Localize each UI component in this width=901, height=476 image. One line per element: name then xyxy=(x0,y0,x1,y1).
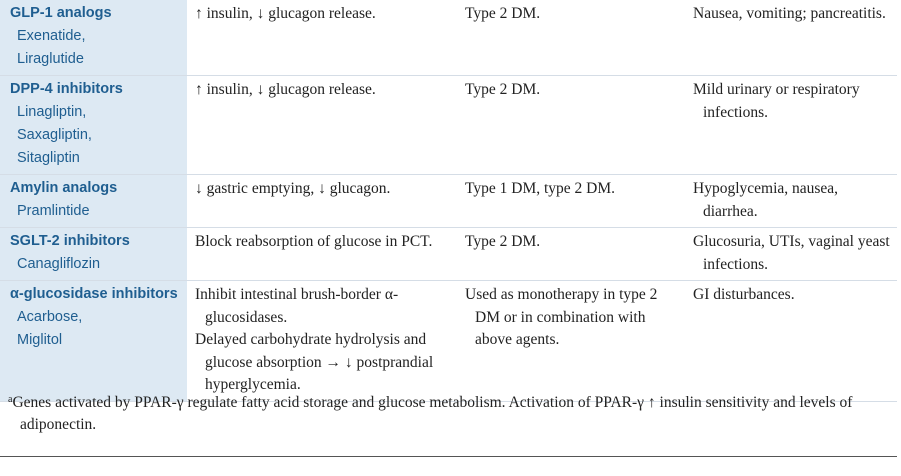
drug-class-name: Amylin analogs xyxy=(10,180,118,196)
toxicity-cell: Glucosuria, UTIs, vaginal yeast infectio… xyxy=(685,227,897,281)
diabetes-drugs-table: GLP-1 analogs Exenatide, Liraglutide ↑ i… xyxy=(0,0,897,402)
drug-class-name: DPP-4 inhibitors xyxy=(10,81,123,97)
footnote: aGenes activated by PPAR-γ regulate fatt… xyxy=(8,389,901,436)
toxicity-text: GI disturbances. xyxy=(693,286,795,303)
toxicity-text: Glucosuria, UTIs, vaginal yeast infectio… xyxy=(693,233,890,273)
toxicity-text: Hypoglycemia, nausea, diarrhea. xyxy=(693,180,839,220)
drug-class-cell: Amylin analogs Pramlintide xyxy=(0,174,187,228)
drug-example: Acarbose, xyxy=(17,309,83,325)
mechanism-cell: ↓ gastric emptying, ↓ glucagon. xyxy=(187,174,457,228)
clinical-use-cell: Used as monotherapy in type 2 DM or in c… xyxy=(457,280,685,402)
clinical-use-cell: Type 1 DM, type 2 DM. xyxy=(457,174,685,228)
mechanism-text: Block reabsorption of glucose in PCT. xyxy=(195,233,433,250)
toxicity-text: Nausea, vomiting; pancreatitis. xyxy=(693,5,886,22)
footnote-text: Genes activated by PPAR-γ regulate fatty… xyxy=(12,394,853,433)
toxicity-cell: GI disturbances. xyxy=(685,280,897,402)
mechanism-text: ↑ insulin, ↓ glucagon release. xyxy=(195,81,376,98)
toxicity-text: Mild urinary or respiratory infections. xyxy=(693,81,860,121)
drug-class-cell: DPP-4 inhibitors Linagliptin, Saxaglipti… xyxy=(0,75,187,175)
mechanism-cell: ↑ insulin, ↓ glucagon release. xyxy=(187,0,457,76)
drug-example: Pramlintide xyxy=(17,203,90,219)
drug-example: Sitagliptin xyxy=(17,150,80,166)
toxicity-cell: Mild urinary or respiratory infections. xyxy=(685,75,897,175)
bottom-divider xyxy=(0,456,897,457)
mechanism-text: ↓ gastric emptying, ↓ glucagon. xyxy=(195,180,391,197)
drug-class-name: α-glucosidase inhibitors xyxy=(10,286,178,302)
drug-example: Linagliptin, xyxy=(17,104,87,120)
footnote-marker: a xyxy=(8,394,13,405)
clinical-use-cell: Type 2 DM. xyxy=(457,0,685,76)
table-row: SGLT-2 inhibitors Canagliflozin Block re… xyxy=(0,227,897,281)
drug-class-name: GLP-1 analogs xyxy=(10,5,112,21)
table-row: DPP-4 inhibitors Linagliptin, Saxaglipti… xyxy=(0,75,897,175)
clinical-use-cell: Type 2 DM. xyxy=(457,75,685,175)
clinical-use-text: Type 2 DM. xyxy=(465,233,541,250)
mechanism-cell: ↑ insulin, ↓ glucagon release. xyxy=(187,75,457,175)
table-row: α-glucosidase inhibitors Acarbose, Migli… xyxy=(0,280,897,402)
mechanism-text: Inhibit intestinal brush-border α-glucos… xyxy=(195,286,399,326)
table-row: Amylin analogs Pramlintide ↓ gastric emp… xyxy=(0,174,897,228)
drug-class-cell: SGLT-2 inhibitors Canagliflozin xyxy=(0,227,187,281)
toxicity-cell: Nausea, vomiting; pancreatitis. xyxy=(685,0,897,76)
drug-class-cell: α-glucosidase inhibitors Acarbose, Migli… xyxy=(0,280,187,402)
drug-class-cell: GLP-1 analogs Exenatide, Liraglutide xyxy=(0,0,187,76)
mechanism-text: Delayed carbohydrate hydrolysis and gluc… xyxy=(195,331,434,393)
drug-example: Miglitol xyxy=(17,332,63,348)
table-row: GLP-1 analogs Exenatide, Liraglutide ↑ i… xyxy=(0,0,897,76)
clinical-use-text: Type 2 DM. xyxy=(465,5,541,22)
toxicity-cell: Hypoglycemia, nausea, diarrhea. xyxy=(685,174,897,228)
clinical-use-text: Type 1 DM, type 2 DM. xyxy=(465,180,616,197)
drug-example: Canagliflozin xyxy=(17,256,101,272)
mechanism-text: ↑ insulin, ↓ glucagon release. xyxy=(195,5,376,22)
mechanism-cell: Block reabsorption of glucose in PCT. xyxy=(187,227,457,281)
drug-example: Saxagliptin, xyxy=(17,127,92,143)
clinical-use-text: Used as monotherapy in type 2 DM or in c… xyxy=(465,286,658,348)
drug-class-name: SGLT-2 inhibitors xyxy=(10,233,130,249)
mechanism-cell: Inhibit intestinal brush-border α-glucos… xyxy=(187,280,457,402)
drug-example: Exenatide, xyxy=(17,28,86,44)
clinical-use-text: Type 2 DM. xyxy=(465,81,541,98)
drug-example: Liraglutide xyxy=(17,51,84,67)
clinical-use-cell: Type 2 DM. xyxy=(457,227,685,281)
